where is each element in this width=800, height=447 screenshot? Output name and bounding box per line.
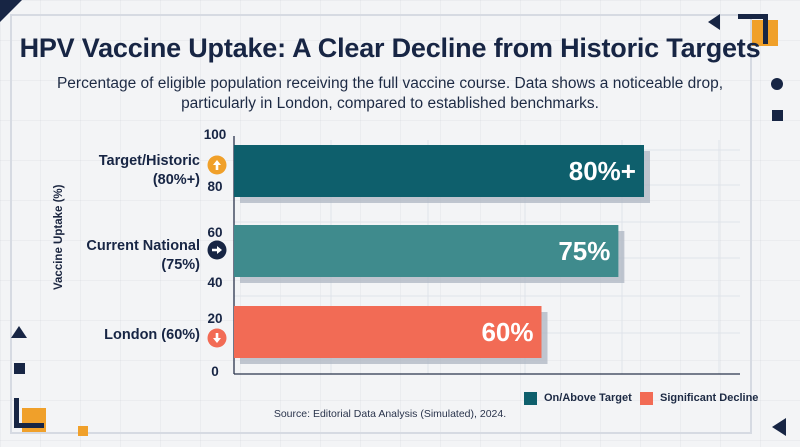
corner-bracket-bottom-left (14, 398, 44, 428)
legend-item-target: On/Above Target (524, 391, 632, 405)
arrow-down-icon (207, 328, 227, 348)
category-label-national: Current National (75%) (66, 237, 200, 275)
frame-border (10, 14, 752, 434)
category-label-london: London (60%) (66, 326, 200, 345)
y-tick-label: 60 (207, 225, 222, 240)
bar-value-label: 75% (558, 236, 610, 266)
chart-title: HPV Vaccine Uptake: A Clear Decline from… (19, 33, 761, 63)
legend-item-decline: Significant Decline (640, 391, 758, 405)
triangle-bottom-left (11, 326, 27, 338)
y-tick-label: 80 (207, 179, 222, 194)
y-tick-label: 40 (207, 275, 222, 290)
arrow-up-icon (207, 155, 227, 175)
y-tick-label: 0 (211, 364, 219, 379)
arrow-right-icon (207, 240, 227, 260)
legend-swatch (524, 391, 537, 405)
source-note: Source: Editorial Data Analysis (Simulat… (273, 408, 507, 420)
bar-value-label: 80%+ (569, 156, 636, 186)
corner-bracket-top-right (738, 14, 768, 44)
category-label-line: London (60%) (104, 327, 200, 343)
small-square-bottom (78, 426, 88, 436)
y-tick-label: 20 (207, 311, 222, 326)
bar (234, 225, 619, 277)
corner-square-bottom-left (22, 408, 46, 432)
category-label-target: Target/Historic (80%+) (66, 152, 200, 190)
square-bottom-left (14, 363, 25, 374)
category-label-line: Current National (86, 238, 200, 254)
bar-value-label: 60% (481, 317, 533, 347)
corner-triangle-top-left (0, 0, 22, 22)
y-tick-label: 100 (204, 127, 227, 142)
category-label-line: (80%+) (152, 172, 200, 188)
bar (234, 306, 542, 358)
category-label-line: (75%) (161, 257, 200, 273)
square-right (772, 110, 783, 121)
triangle-bottom-right (772, 418, 786, 436)
circle-right (771, 78, 783, 90)
bar (234, 145, 644, 197)
legend-label: On/Above Target (544, 392, 632, 404)
chart-subtitle: Percentage of eligible population receiv… (56, 75, 724, 112)
legend-swatch (640, 391, 653, 405)
triangle-top-right (708, 14, 720, 30)
legend-label: Significant Decline (660, 392, 759, 404)
category-label-line: Target/Historic (98, 153, 200, 169)
